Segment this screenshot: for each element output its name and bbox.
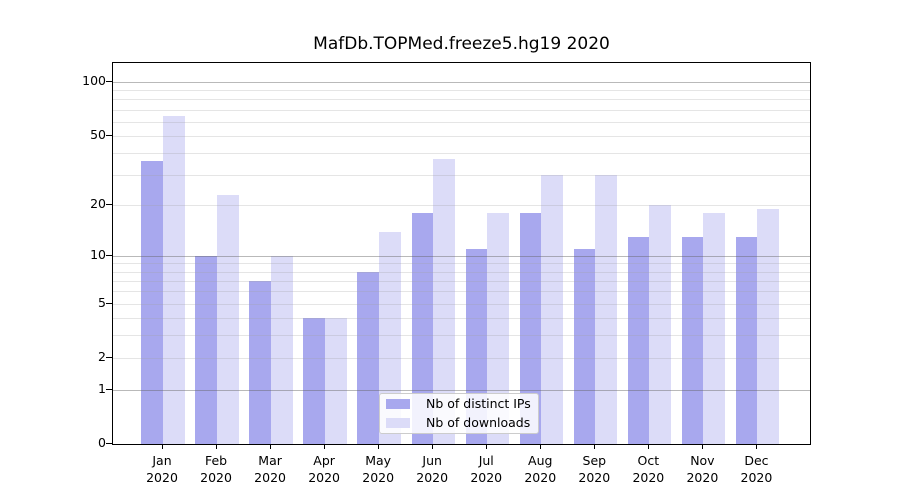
- bar-distinct-ips-nov: [681, 237, 704, 444]
- bar-distinct-ips-mar: [249, 280, 272, 444]
- legend-label-distinct-ips: Nb of distinct IPs: [426, 396, 531, 411]
- x-tick-label-mar: Mar 2020: [254, 453, 286, 485]
- y-tick-1: [106, 388, 112, 390]
- x-tick-apr: [324, 444, 326, 449]
- x-tick-label-jan: Jan 2020: [146, 453, 178, 485]
- bar-distinct-ips-dec: [735, 237, 758, 444]
- bar-distinct-ips-jun: [411, 213, 434, 444]
- x-tick-jan: [162, 444, 163, 449]
- gridline-10: [113, 256, 810, 257]
- x-tick-nov: [702, 444, 704, 449]
- legend-swatch-downloads: [386, 417, 410, 429]
- y-tick-5: [106, 302, 112, 304]
- bar-distinct-ips-may: [357, 271, 380, 444]
- bar-downloads-dec: [757, 209, 780, 444]
- y-tick-label-0: 0: [98, 435, 106, 450]
- bar-downloads-jun: [433, 158, 455, 444]
- gridline-8: [113, 271, 810, 273]
- bar-downloads-apr: [325, 317, 347, 444]
- gridline-4: [113, 317, 810, 319]
- gridline-40: [113, 152, 810, 154]
- gridline-50: [113, 135, 810, 137]
- gridline-6: [113, 291, 810, 293]
- y-tick-label-10: 10: [90, 247, 106, 262]
- legend-item-downloads: Nb of downloads: [386, 416, 532, 430]
- legend-label-downloads: Nb of downloads: [426, 415, 531, 430]
- gridline-2: [113, 357, 810, 359]
- bar-downloads-oct: [649, 205, 672, 444]
- legend-item-distinct-ips: Nb of distinct IPs: [386, 397, 532, 411]
- x-tick-label-jul: Jul 2020: [470, 453, 503, 485]
- bar-downloads-jul: [487, 213, 509, 444]
- gridline-70: [113, 109, 810, 111]
- x-tick-jul: [486, 444, 488, 449]
- x-tick-label-nov: Nov 2020: [686, 453, 719, 485]
- y-tick-0: [106, 443, 112, 444]
- gridline-1: [113, 389, 810, 391]
- chart-title: MafDb.TOPMed.freeze5.hg19 2020: [313, 34, 610, 54]
- x-tick-label-oct: Oct 2020: [632, 453, 665, 485]
- legend-swatch-distinct-ips: [386, 398, 410, 410]
- x-tick-oct: [648, 444, 650, 449]
- x-tick-may: [378, 444, 380, 449]
- y-tick-label-2: 2: [98, 348, 106, 364]
- gridline-3: [113, 335, 810, 337]
- gridline-5: [113, 303, 810, 305]
- gridline-80: [113, 99, 810, 101]
- x-tick-sep: [594, 444, 596, 449]
- bar-distinct-ips-apr: [303, 317, 326, 444]
- y-tick-label-50: 50: [90, 126, 106, 142]
- x-tick-dec: [756, 444, 758, 449]
- y-tick-50: [106, 134, 112, 136]
- bar-downloads-may: [379, 231, 401, 444]
- gridline-60: [113, 121, 810, 123]
- y-tick-label-5: 5: [98, 294, 106, 310]
- bar-distinct-ips-feb: [195, 256, 218, 444]
- bar-downloads-mar: [271, 256, 293, 444]
- x-tick-label-aug: Aug 2020: [524, 453, 557, 485]
- y-tick-label-100: 100: [82, 73, 106, 89]
- y-tick-20: [106, 204, 112, 206]
- bar-distinct-ips-sep: [573, 249, 596, 444]
- legend: Nb of distinct IPs Nb of downloads: [379, 393, 539, 434]
- bar-downloads-nov: [703, 213, 726, 444]
- bar-downloads-feb: [217, 194, 239, 444]
- x-tick-label-apr: Apr 2020: [308, 453, 341, 485]
- bar-distinct-ips-jan: [141, 160, 163, 444]
- x-tick-aug: [540, 444, 542, 449]
- gridline-7: [113, 280, 810, 282]
- x-tick-jun: [432, 444, 434, 449]
- gridline-100: [113, 82, 810, 84]
- x-tick-feb: [216, 444, 218, 449]
- bar-downloads-jan: [163, 115, 185, 444]
- y-tick-2: [106, 356, 112, 358]
- bar-downloads-aug: [541, 174, 563, 444]
- gridline-9: [113, 263, 810, 265]
- gridline-90: [113, 90, 810, 92]
- x-tick-label-feb: Feb 2020: [200, 453, 232, 485]
- x-tick-label-dec: Dec 2020: [740, 453, 773, 485]
- x-tick-label-jun: Jun 2020: [416, 453, 449, 485]
- gridline-30: [113, 174, 810, 176]
- x-tick-mar: [270, 444, 272, 449]
- x-tick-label-sep: Sep 2020: [578, 453, 611, 485]
- bar-downloads-sep: [595, 174, 617, 444]
- y-tick-10: [106, 255, 112, 256]
- x-tick-label-may: May 2020: [362, 453, 395, 485]
- gridline-20: [113, 205, 810, 207]
- bar-distinct-ips-aug: [519, 213, 542, 444]
- plot-area: [112, 62, 811, 445]
- bar-distinct-ips-oct: [627, 237, 650, 444]
- y-tick-label-20: 20: [90, 196, 106, 212]
- y-tick-label-1: 1: [98, 380, 106, 396]
- y-tick-100: [106, 81, 112, 83]
